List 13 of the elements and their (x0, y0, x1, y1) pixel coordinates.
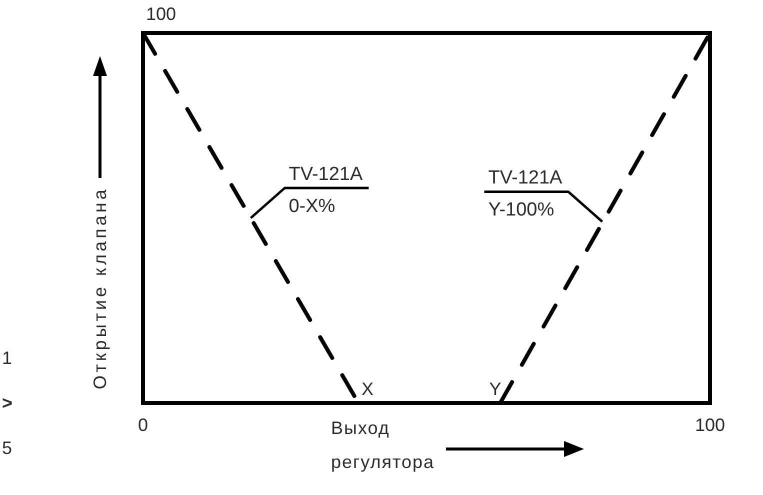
annotation: Y-100% (488, 200, 554, 221)
annotation: X (361, 379, 374, 399)
text: 1 (2, 348, 12, 368)
annotation: TV-121A (488, 168, 563, 189)
annotation: 0-X% (288, 196, 336, 217)
text: 5 (2, 438, 12, 458)
annotation: TV-121A (288, 164, 363, 185)
y-axis-title: Открытие клапана (90, 186, 110, 390)
text: > (2, 393, 13, 413)
x-axis-title: Выход регулятора (331, 418, 435, 472)
x-tick-label: 0 (138, 415, 148, 435)
annotation: Y (489, 379, 502, 399)
annotation: 100 (146, 4, 176, 24)
